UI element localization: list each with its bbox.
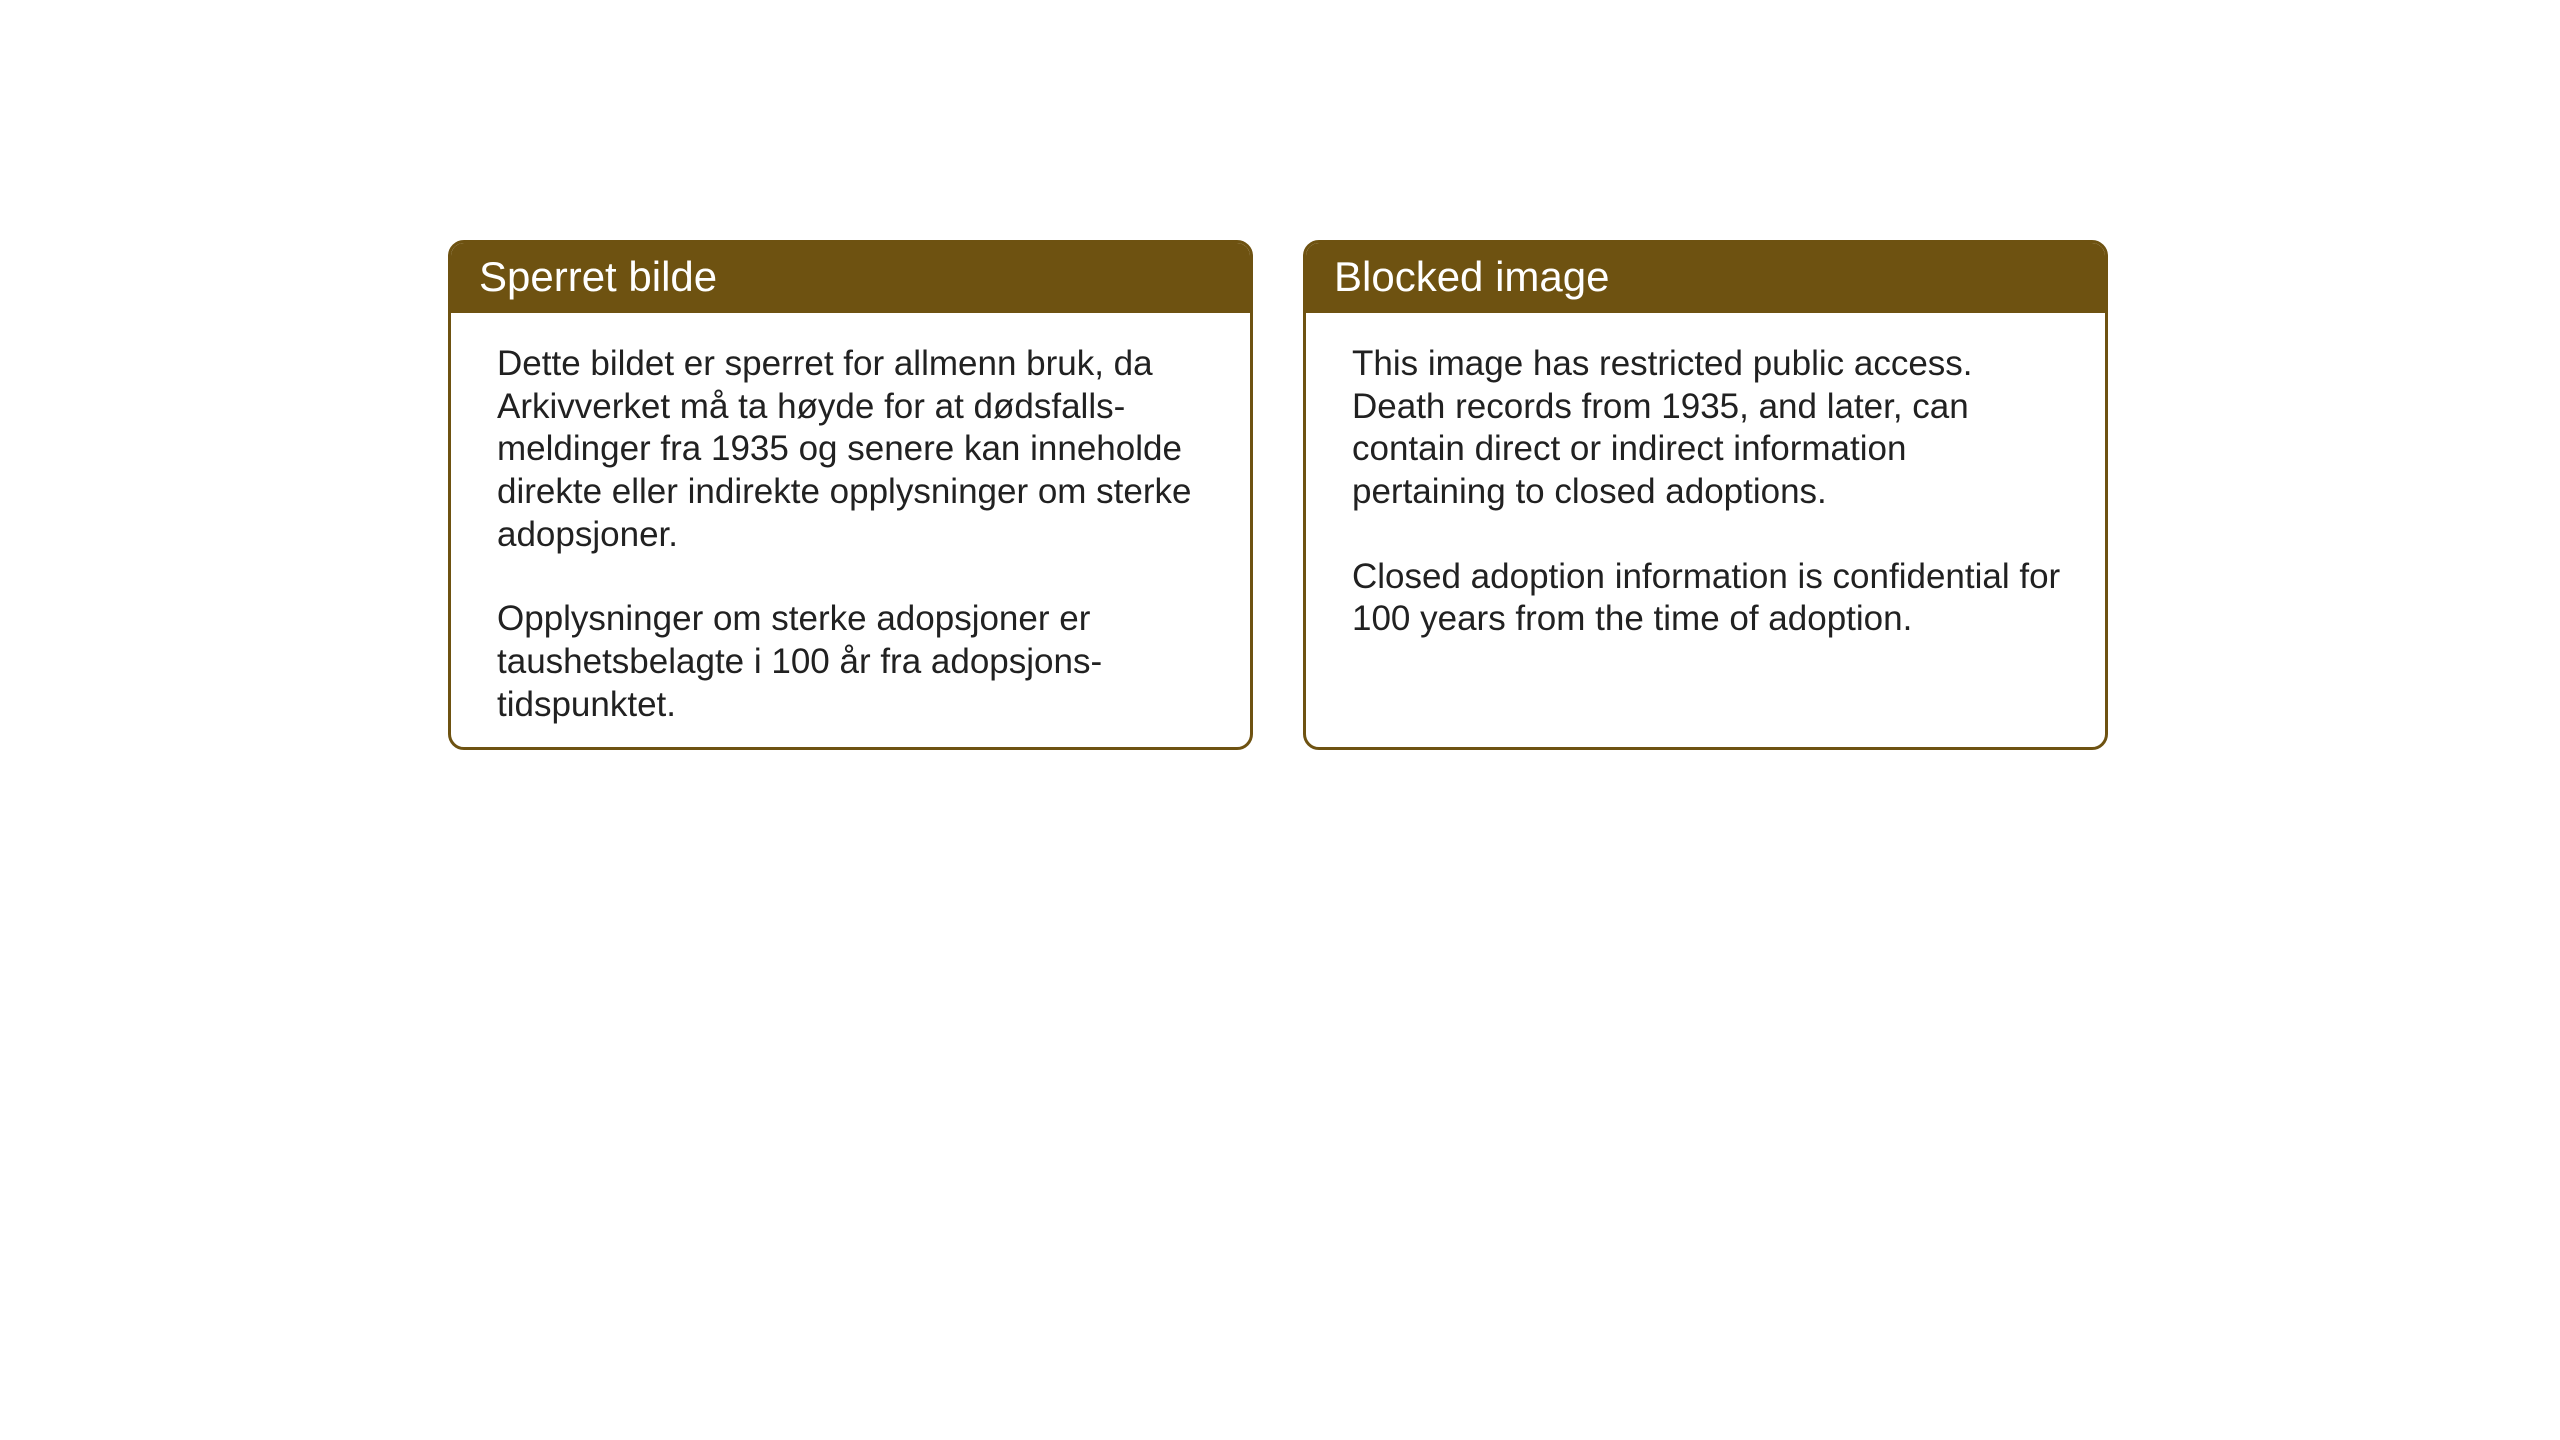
card-header-norwegian: Sperret bilde (451, 243, 1250, 313)
card-body-english: This image has restricted public access.… (1306, 313, 2105, 671)
card-paragraph-1-english: This image has restricted public access.… (1352, 343, 2065, 514)
card-paragraph-2-norwegian: Opplysninger om sterke adopsjoner er tau… (497, 598, 1210, 726)
notice-card-english: Blocked image This image has restricted … (1303, 240, 2108, 750)
card-paragraph-1-norwegian: Dette bildet er sperret for allmenn bruk… (497, 343, 1210, 556)
card-body-norwegian: Dette bildet er sperret for allmenn bruk… (451, 313, 1250, 750)
notice-container: Sperret bilde Dette bildet er sperret fo… (448, 240, 2108, 750)
card-title-norwegian: Sperret bilde (479, 253, 717, 300)
card-paragraph-2-english: Closed adoption information is confident… (1352, 556, 2065, 641)
card-header-english: Blocked image (1306, 243, 2105, 313)
card-title-english: Blocked image (1334, 253, 1609, 300)
notice-card-norwegian: Sperret bilde Dette bildet er sperret fo… (448, 240, 1253, 750)
